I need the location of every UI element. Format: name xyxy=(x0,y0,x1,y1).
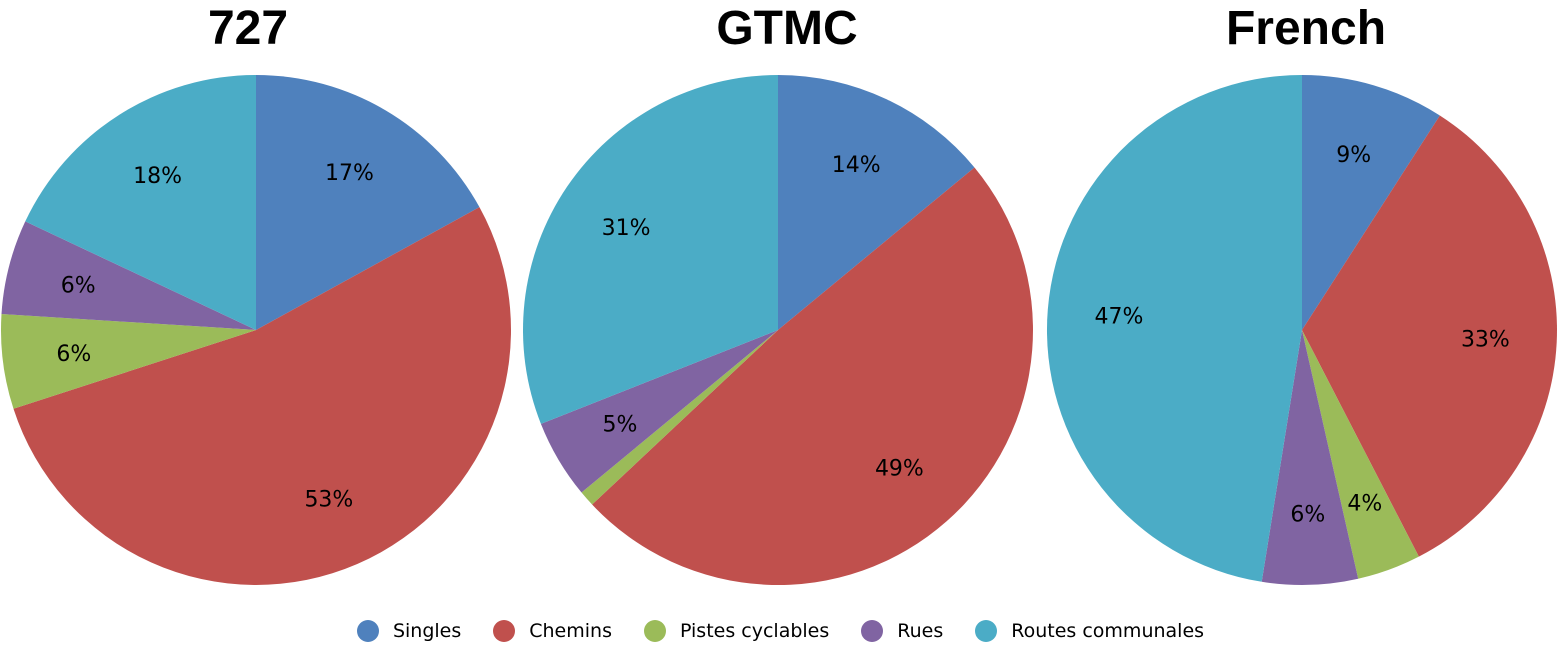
pie-slices: 14% 49% 5% 31% xyxy=(523,75,1033,586)
slice-label: 14% xyxy=(832,153,881,178)
legend-label: Chemins xyxy=(529,620,612,642)
chart-title: 727 xyxy=(208,2,288,55)
chart-title: French xyxy=(1226,2,1386,55)
legend: Singles Chemins Pistes cyclables Rues Ro… xyxy=(0,615,1561,647)
slice-label: 18% xyxy=(133,164,182,189)
legend-dot xyxy=(643,620,666,642)
pie-slice-rues xyxy=(540,330,778,493)
pie-slice-pistes-cyclables xyxy=(1302,330,1419,579)
legend-dot xyxy=(975,620,998,642)
pie-slice-singles xyxy=(778,75,975,330)
pie-slice-rues xyxy=(1,221,256,330)
legend-label: Pistes cyclables xyxy=(679,620,830,642)
slice-label: 47% xyxy=(1095,304,1144,329)
legend-item-singles: Singles xyxy=(356,620,462,642)
slice-label: 9% xyxy=(1336,143,1371,168)
legend-dot xyxy=(861,620,884,642)
pie-slices: 9% 33% 4% 6% 47% xyxy=(1046,75,1557,585)
pie-chart-gtmc: GTMC 14% 49% 5% 31% xyxy=(523,2,1033,586)
slice-label: 31% xyxy=(602,216,651,241)
legend-item-pistes-cyclables: Pistes cyclables xyxy=(643,620,830,642)
legend-dot xyxy=(493,620,516,642)
pie-slices: 17% 53% 6% 6% 18% xyxy=(0,75,511,585)
slice-label: 49% xyxy=(875,457,924,482)
pie-chart-727: 727 17% 53% 6% 6% 18% xyxy=(0,2,511,585)
pie-slice-routes-communales xyxy=(25,75,256,330)
slice-label: 6% xyxy=(61,273,96,298)
pie-slice-singles xyxy=(1302,75,1440,330)
legend-item-routes-communales: Routes communales xyxy=(975,620,1204,642)
pie-slice-routes-communales xyxy=(1046,75,1302,582)
legend-label: Rues xyxy=(897,620,944,642)
slice-label: 4% xyxy=(1347,492,1382,517)
legend-item-chemins: Chemins xyxy=(493,620,612,642)
pie-slice-chemins xyxy=(13,207,511,585)
pie-chart-french: French 9% 33% 4% 6% 47% xyxy=(1046,2,1557,585)
slice-label: 5% xyxy=(603,413,638,438)
legend-dot xyxy=(356,620,379,642)
legend-label: Singles xyxy=(392,620,462,642)
slice-label: 53% xyxy=(304,488,353,513)
pie-slice-pistes-cyclables xyxy=(0,313,256,409)
pie-slice-rues xyxy=(1261,330,1359,585)
slice-label: 33% xyxy=(1461,328,1510,353)
slice-label: 6% xyxy=(56,342,91,367)
slice-label: 17% xyxy=(325,161,374,186)
legend-item-rues: Rues xyxy=(861,620,943,642)
pie-slice-singles xyxy=(256,75,480,330)
pie-slice-chemins xyxy=(592,167,1033,586)
legend-label: Routes communales xyxy=(1011,620,1205,642)
pie-slice-pistes-cyclables xyxy=(581,330,778,505)
pie-slice-chemins xyxy=(1302,115,1557,557)
slice-label: 6% xyxy=(1290,503,1325,528)
chart-title: GTMC xyxy=(716,2,857,55)
pie-slice-routes-communales xyxy=(523,75,778,424)
